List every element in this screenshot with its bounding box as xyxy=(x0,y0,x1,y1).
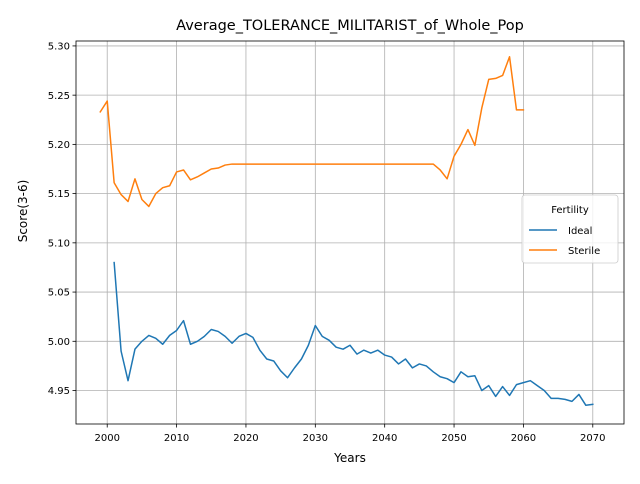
x-tick-label: 2040 xyxy=(372,433,397,444)
x-tick-label: 2010 xyxy=(164,433,189,444)
x-tick-label: 2030 xyxy=(303,433,328,444)
x-tick-label: 2000 xyxy=(94,433,119,444)
y-tick-label: 5.15 xyxy=(48,189,70,200)
y-tick-label: 5.20 xyxy=(48,140,70,151)
x-tick-label: 2050 xyxy=(441,433,466,444)
legend-box xyxy=(521,194,619,264)
y-tick-label: 4.95 xyxy=(48,386,70,397)
y-tick-label: 5.05 xyxy=(48,288,70,299)
x-tick-label: 2020 xyxy=(233,433,258,444)
legend-title: Fertility xyxy=(551,205,589,216)
x-axis-label: Years xyxy=(333,451,366,465)
y-axis-label: Score(3-6) xyxy=(16,180,30,243)
y-tick-label: 5.25 xyxy=(48,91,70,102)
x-tick-label: 2070 xyxy=(580,433,605,444)
legend: Fertility Ideal Sterile xyxy=(521,194,619,264)
series-lines xyxy=(99,56,594,407)
y-tick-label: 5.10 xyxy=(48,238,70,249)
plot-frame xyxy=(75,40,625,425)
legend-label-sterile: Sterile xyxy=(568,246,600,257)
x-tick-label: 2060 xyxy=(511,433,536,444)
y-tick-label: 5.30 xyxy=(48,42,70,53)
grid xyxy=(76,41,624,424)
axis-ticks: 2000 2010 2020 2030 2040 2050 2060 2070 4.95 5.00… xyxy=(48,42,606,444)
y-tick-label: 5.00 xyxy=(48,337,70,348)
series-line-sterile xyxy=(99,56,525,208)
series-line-ideal xyxy=(113,261,594,407)
chart-title: Average_TOLERANCE_MILITARIST_of_Whole_Po… xyxy=(176,18,524,34)
legend-label-ideal: Ideal xyxy=(568,226,592,237)
